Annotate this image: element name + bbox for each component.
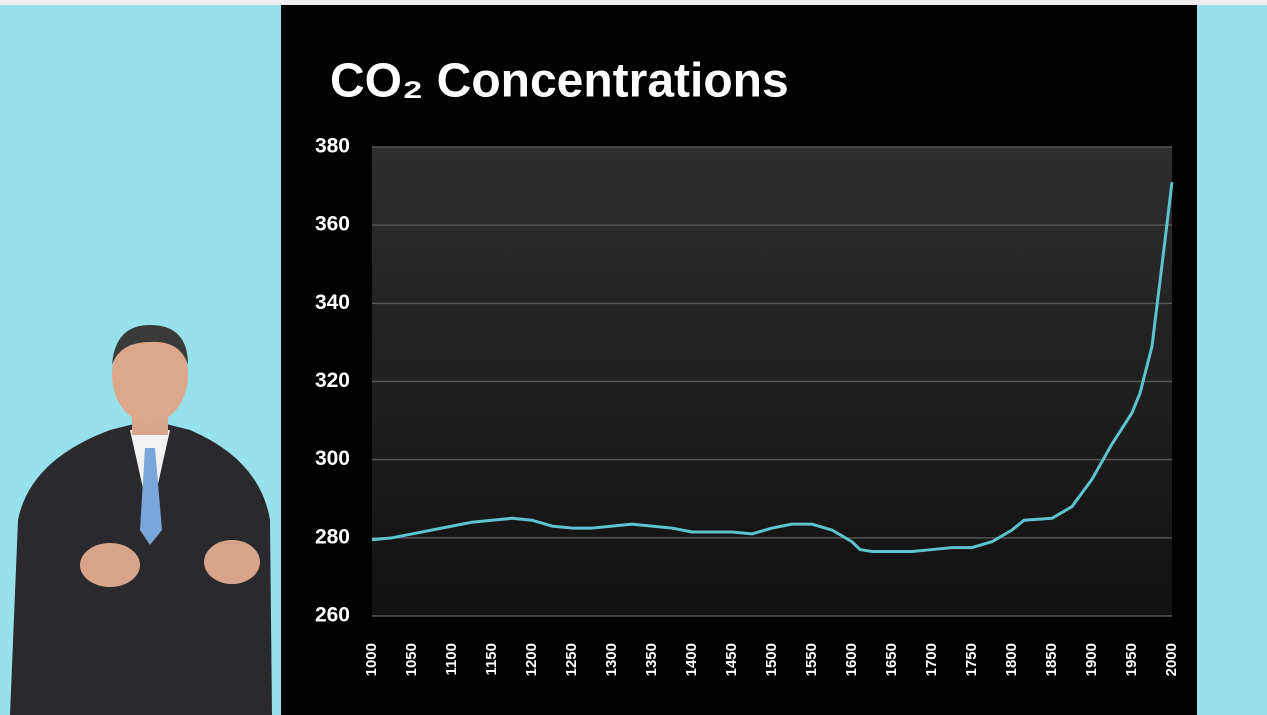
x-tick-label: 1350 (643, 643, 660, 676)
x-tick-label: 1750 (963, 643, 980, 676)
x-tick-label: 2000 (1163, 643, 1180, 676)
x-tick-label: 1000 (363, 643, 380, 676)
chart-title: CO₂ Concentrations (330, 55, 789, 108)
data-line (371, 181, 1174, 554)
x-tick-label: 1200 (523, 643, 540, 676)
x-tick-label: 1300 (603, 643, 620, 676)
x-tick-label: 1600 (843, 643, 860, 676)
x-tick-label: 1400 (683, 643, 700, 676)
x-tick-label: 1850 (1043, 643, 1060, 676)
top-strip (0, 0, 1267, 5)
y-tick-label: 340 (315, 291, 350, 314)
y-tick-label: 360 (315, 213, 350, 236)
x-tick-label: 1550 (803, 643, 820, 676)
x-tick-label: 1050 (403, 643, 420, 676)
x-tick-label: 1650 (883, 643, 900, 676)
x-tick-label: 1100 (443, 643, 460, 676)
y-tick-label: 280 (315, 525, 350, 548)
x-tick-label: 1900 (1083, 643, 1100, 676)
presenter (10, 325, 272, 715)
x-tick-label: 1950 (1123, 643, 1140, 676)
x-tick-label: 1700 (923, 643, 940, 676)
x-tick-label: 1250 (563, 643, 580, 676)
x-tick-label: 1800 (1003, 643, 1020, 676)
y-tick-label: 300 (315, 447, 350, 470)
y-tick-label: 320 (315, 369, 350, 392)
y-tick-label: 380 (315, 135, 350, 158)
x-tick-label: 1150 (483, 643, 500, 676)
x-tick-label: 1500 (763, 643, 780, 676)
y-tick-label: 260 (315, 604, 350, 627)
x-tick-label: 1450 (723, 643, 740, 676)
